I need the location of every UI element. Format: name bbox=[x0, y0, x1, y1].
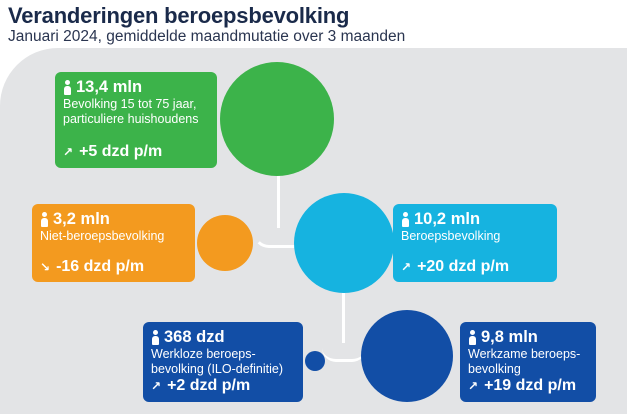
non-labour-desc: Niet-beroepsbevolking bbox=[40, 229, 165, 243]
population-circle bbox=[220, 62, 334, 176]
non-labour-change-value: -16 dzd p/m bbox=[56, 258, 145, 275]
employed-circle bbox=[361, 310, 453, 402]
employed-box: 9,8 mln Werkzame beroeps-bevolking ↗ +19… bbox=[460, 322, 596, 402]
population-desc: Bevolking 15 tot 75 jaar, particuliere h… bbox=[63, 97, 199, 126]
unemployed-desc: Werkloze beroeps-bevolking (ILO-definiti… bbox=[151, 347, 284, 376]
population-change-value: +5 dzd p/m bbox=[79, 143, 163, 160]
employed-change-value: +19 dzd p/m bbox=[484, 377, 577, 394]
non-labour-head: 3,2 mln bbox=[40, 210, 187, 228]
unemployed-box: 368 dzd Werkloze beroeps-bevolking (ILO-… bbox=[143, 322, 303, 402]
person-icon bbox=[401, 211, 409, 227]
connector-top-vertical bbox=[277, 176, 280, 228]
labour-box: 10,2 mln Beroepsbevolking ↗ +20 dzd p/m bbox=[393, 204, 557, 282]
labour-change-value: +20 dzd p/m bbox=[417, 258, 510, 275]
labour-desc: Beroepsbevolking bbox=[401, 229, 501, 243]
employed-desc: Werkzame beroeps-bevolking bbox=[468, 347, 581, 376]
labour-amount: 10,2 mln bbox=[414, 210, 481, 228]
employed-amount: 9,8 mln bbox=[481, 328, 538, 346]
arrow-up-icon: ↗ bbox=[401, 260, 412, 274]
population-box: 13,4 mln Bevolking 15 tot 75 jaar, parti… bbox=[55, 72, 217, 168]
arrow-up-icon: ↗ bbox=[151, 379, 162, 393]
connector-mid-vertical bbox=[342, 293, 345, 343]
non-labour-box: 3,2 mln Niet-beroepsbevolking ↘ -16 dzd … bbox=[32, 204, 195, 282]
person-icon bbox=[63, 79, 71, 95]
unemployed-change-value: +2 dzd p/m bbox=[167, 377, 251, 394]
unemployed-circle bbox=[305, 351, 325, 371]
connector-mid-curve bbox=[322, 340, 366, 362]
unemployed-head: 368 dzd bbox=[151, 328, 295, 346]
employed-head: 9,8 mln bbox=[468, 328, 588, 346]
unemployed-change: ↗ +2 dzd p/m bbox=[151, 377, 250, 395]
person-icon bbox=[40, 211, 48, 227]
unemployed-amount: 368 dzd bbox=[164, 328, 225, 346]
arrow-up-icon: ↗ bbox=[468, 379, 479, 393]
person-icon bbox=[468, 329, 476, 345]
employed-change: ↗ +19 dzd p/m bbox=[468, 377, 576, 395]
connector-top-curve bbox=[253, 226, 313, 248]
arrow-down-icon: ↘ bbox=[40, 260, 51, 274]
non-labour-change: ↘ -16 dzd p/m bbox=[40, 258, 144, 276]
page-title: Veranderingen beroepsbevolking bbox=[8, 3, 350, 28]
labour-head: 10,2 mln bbox=[401, 210, 549, 228]
population-change: ↗ +5 dzd p/m bbox=[63, 143, 162, 161]
non-labour-circle bbox=[197, 215, 253, 271]
non-labour-amount: 3,2 mln bbox=[53, 210, 110, 228]
person-icon bbox=[151, 329, 159, 345]
labour-change: ↗ +20 dzd p/m bbox=[401, 258, 509, 276]
population-amount: 13,4 mln bbox=[76, 78, 143, 96]
page-subtitle: Januari 2024, gemiddelde maandmutatie ov… bbox=[8, 28, 406, 45]
population-head: 13,4 mln bbox=[63, 78, 209, 96]
arrow-up-icon: ↗ bbox=[63, 145, 74, 159]
labour-circle bbox=[294, 193, 394, 293]
